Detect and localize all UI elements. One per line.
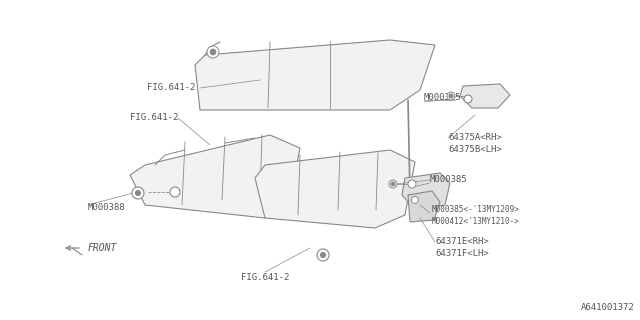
Circle shape — [408, 180, 416, 188]
Circle shape — [210, 49, 216, 55]
Circle shape — [391, 182, 395, 186]
Circle shape — [317, 249, 329, 261]
Circle shape — [449, 94, 453, 98]
Circle shape — [207, 46, 219, 58]
Text: M000388: M000388 — [88, 204, 125, 212]
Text: 64375B<LH>: 64375B<LH> — [448, 146, 502, 155]
Polygon shape — [130, 135, 300, 218]
Text: FIG.641-2: FIG.641-2 — [147, 84, 195, 92]
Circle shape — [389, 180, 397, 188]
Text: M000385: M000385 — [430, 175, 468, 185]
Circle shape — [464, 95, 472, 103]
Circle shape — [321, 252, 326, 258]
Text: 64375A<RH>: 64375A<RH> — [448, 133, 502, 142]
Circle shape — [412, 196, 419, 204]
Circle shape — [170, 187, 180, 197]
Circle shape — [136, 190, 141, 196]
Polygon shape — [408, 191, 440, 222]
Text: M000385<-'13MY1209>: M000385<-'13MY1209> — [432, 205, 520, 214]
Polygon shape — [195, 40, 435, 110]
Text: A641001372: A641001372 — [581, 303, 635, 312]
Text: 64371F<LH>: 64371F<LH> — [435, 250, 489, 259]
Text: FIG.641-2: FIG.641-2 — [130, 114, 178, 123]
Text: M000385: M000385 — [424, 93, 461, 102]
Polygon shape — [402, 173, 450, 210]
Text: M000412<'13MY1210->: M000412<'13MY1210-> — [432, 218, 520, 227]
Text: FIG.641-2: FIG.641-2 — [241, 274, 289, 283]
Polygon shape — [460, 84, 510, 108]
Text: FRONT: FRONT — [88, 243, 117, 253]
Circle shape — [447, 92, 455, 100]
Polygon shape — [255, 150, 415, 228]
Text: 64371E<RH>: 64371E<RH> — [435, 237, 489, 246]
Circle shape — [132, 187, 144, 199]
